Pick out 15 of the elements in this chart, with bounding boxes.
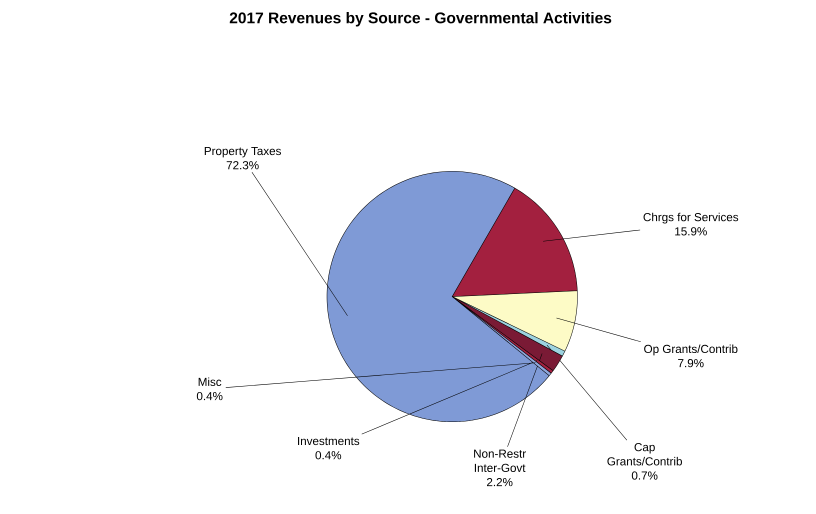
data-label: 7.9% xyxy=(678,358,704,368)
slice-label: Misc xyxy=(198,377,222,386)
data-label: 2.2% xyxy=(486,478,513,486)
chart-title: 2017 Revenues by Source - Governmental Activities xyxy=(230,12,612,26)
data-label: 0.7% xyxy=(632,471,658,480)
data-label: 0.4% xyxy=(316,451,342,460)
slice-label: Property Taxes xyxy=(204,146,281,158)
slice-label: Op Grants/Contrib xyxy=(644,344,738,356)
slice-label: Chrgs for Services xyxy=(644,212,738,224)
slice-label: Non-Restr Inter-Govt xyxy=(474,450,526,472)
data-label: 0.4% xyxy=(196,392,223,400)
slice-label: Investments xyxy=(298,436,360,446)
data-label: 72.3% xyxy=(226,161,259,170)
data-label: 15.9% xyxy=(675,227,707,236)
slice-label: Cap Grants/Contrib xyxy=(607,442,682,466)
